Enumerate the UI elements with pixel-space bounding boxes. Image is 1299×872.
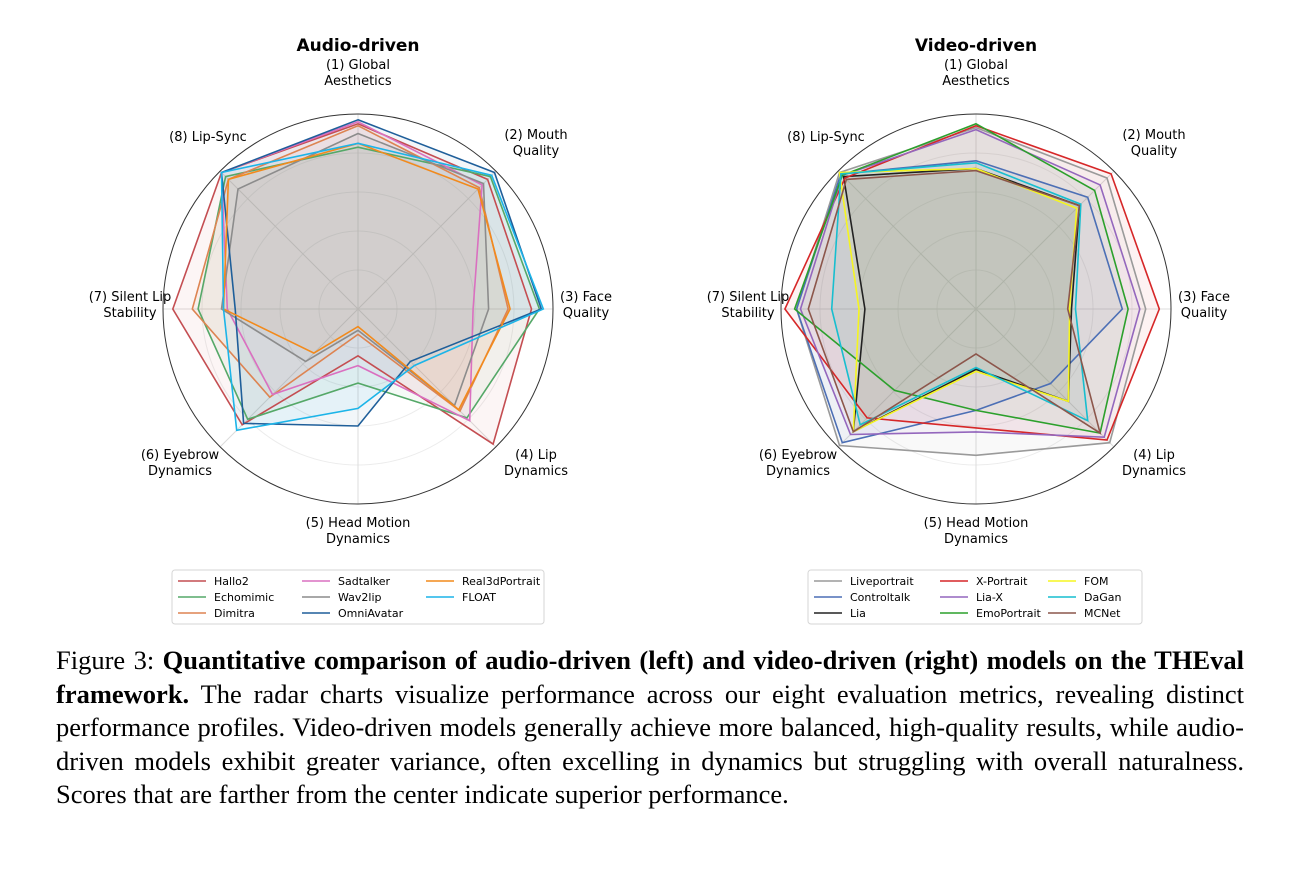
axis-label-line: Quality: [513, 144, 560, 159]
axis-label-line: (8) Lip-Sync: [169, 130, 247, 145]
axis-label-line: (7) Silent Lip: [707, 290, 790, 305]
radar-chart-audio-driven: Audio-driven(1) Global Aesthetics(2) Mout…: [89, 36, 612, 625]
axis-spoke: [975, 170, 1115, 310]
legend-box: [807, 569, 1143, 625]
series-fill-wav2lip: [221, 133, 489, 406]
legend-entry: Wav2lip: [338, 591, 382, 604]
axis-spoke: [357, 308, 497, 448]
axis-label: (8) Lip-Sync: [169, 130, 247, 145]
axis-label: (3) Face Quality: [1178, 290, 1230, 321]
series-fill-emoportrait: [794, 123, 1129, 434]
outer-ring: [162, 113, 554, 505]
axis-label: (2) Mouth Quality: [1122, 128, 1185, 159]
axis-label: (6) Eyebrow Dynamics: [141, 448, 220, 479]
series-fill-lia: [843, 168, 1080, 432]
legend: Hallo2 Echomimic Dimitra Sadtalker Wav2lip Om…: [171, 569, 545, 625]
axis-label-line: Dynamics: [504, 464, 568, 479]
axis-label-line: Quality: [1131, 144, 1178, 159]
series-fill-sadtalker: [221, 121, 483, 421]
axis-label-line: (3) Face: [1178, 290, 1230, 305]
axis-spoke: [219, 170, 359, 310]
caption-label: Figure 3:: [56, 645, 155, 675]
caption-body: The radar charts visualize performance a…: [56, 678, 1244, 810]
chart-title: Video-driven: [915, 36, 1037, 56]
legend-box: [171, 569, 545, 625]
axis-label-line: Aesthetics: [324, 74, 392, 89]
caption-bold-title: Quantitative comparison of audio-driven …: [56, 645, 1244, 709]
legend-entry: X-Portrait: [976, 575, 1028, 588]
series-fill-fom: [839, 168, 1077, 432]
axis-label: (6) Eyebrow Dynamics: [759, 448, 838, 479]
axis-label: (7) Silent Lip Stability: [89, 290, 172, 321]
axis-label-line: (3) Face: [560, 290, 612, 305]
series-fill-liveportrait: [796, 127, 1146, 456]
axis-spoke: [837, 170, 977, 310]
legend-entry: Real3dPortrait: [462, 575, 541, 588]
figure-caption: Figure 3: Quantitative comparison of aud…: [56, 644, 1244, 812]
radar-chart-video-driven: Video-driven(1) Global Aesthetics(2) Mout…: [707, 36, 1230, 625]
axis-label-line: Quality: [563, 306, 610, 321]
legend-entry: MCNet: [1084, 607, 1121, 620]
figure-charts: Audio-driven(1) Global Aesthetics(2) Mout…: [89, 36, 1230, 625]
legend-entry: Liveportrait: [850, 575, 914, 588]
legend: Liveportrait Controltalk Lia X-Portrait Lia-…: [807, 569, 1143, 625]
series-fill-hallo2: [172, 123, 532, 445]
axis-label-line: (8) Lip-Sync: [787, 130, 865, 145]
axis-label-line: (5) Head Motion: [306, 516, 411, 531]
axis-label-line: (1) Global: [944, 58, 1008, 73]
legend-entry: OmniAvatar: [338, 607, 404, 620]
legend-entry: Sadtalker: [338, 575, 391, 588]
axis-label-line: (5) Head Motion: [924, 516, 1029, 531]
axis-label-line: (1) Global: [326, 58, 390, 73]
series-fill-mcnet: [808, 170, 1101, 434]
series-fill-echomimic: [198, 147, 540, 420]
axis-label-line: (6) Eyebrow: [141, 448, 220, 463]
legend-entry: DaGan: [1084, 591, 1121, 604]
legend-entry: Echomimic: [214, 591, 274, 604]
axis-label-line: Dynamics: [1122, 464, 1186, 479]
axis-label: (7) Silent Lip Stability: [707, 290, 790, 321]
legend-entry: FLOAT: [462, 591, 496, 604]
axis-label-line: Dynamics: [766, 464, 830, 479]
axis-label: (3) Face Quality: [560, 290, 612, 321]
axis-label-line: (4) Lip: [1133, 448, 1175, 463]
axis-label-line: (7) Silent Lip: [89, 290, 172, 305]
chart-title: Audio-driven: [296, 36, 419, 56]
legend-entry: Lia-X: [976, 591, 1003, 604]
series-fill-controltalk: [796, 160, 1123, 443]
axis-label-line: (2) Mouth: [504, 128, 567, 143]
axis-label-line: (2) Mouth: [1122, 128, 1185, 143]
axis-spoke: [975, 308, 1115, 448]
axis-label-line: Dynamics: [148, 464, 212, 479]
axis-label: (5) Head Motion Dynamics: [306, 516, 411, 547]
axis-label-line: Dynamics: [944, 532, 1008, 547]
axis-label: (4) Lip Dynamics: [1122, 448, 1186, 479]
axis-label: (5) Head Motion Dynamics: [924, 516, 1029, 547]
axis-label-line: (4) Lip: [515, 448, 557, 463]
axis-label: (1) Global Aesthetics: [942, 58, 1010, 89]
axis-label: (1) Global Aesthetics: [324, 58, 392, 89]
axis-label: (2) Mouth Quality: [504, 128, 567, 159]
axis-label-line: Aesthetics: [942, 74, 1010, 89]
legend-entry: FOM: [1084, 575, 1108, 588]
axis-label-line: Dynamics: [326, 532, 390, 547]
axis-label-line: (6) Eyebrow: [759, 448, 838, 463]
axis-label: (8) Lip-Sync: [787, 130, 865, 145]
axis-label: (4) Lip Dynamics: [504, 448, 568, 479]
legend-entry: Dimitra: [214, 607, 255, 620]
axis-spoke: [357, 170, 497, 310]
legend-entry: Hallo2: [214, 575, 249, 588]
series-fill-lia-x: [800, 129, 1140, 438]
axis-label-line: Stability: [103, 306, 157, 321]
legend-entry: Lia: [850, 607, 866, 620]
outer-ring: [780, 113, 1172, 505]
series-fill-omniavatar: [221, 119, 542, 427]
axis-label-line: Quality: [1181, 306, 1228, 321]
legend-entry: Controltalk: [850, 591, 911, 604]
legend-entry: EmoPortrait: [976, 607, 1042, 620]
series-fill-dagan: [831, 162, 1088, 425]
axis-label-line: Stability: [721, 306, 775, 321]
